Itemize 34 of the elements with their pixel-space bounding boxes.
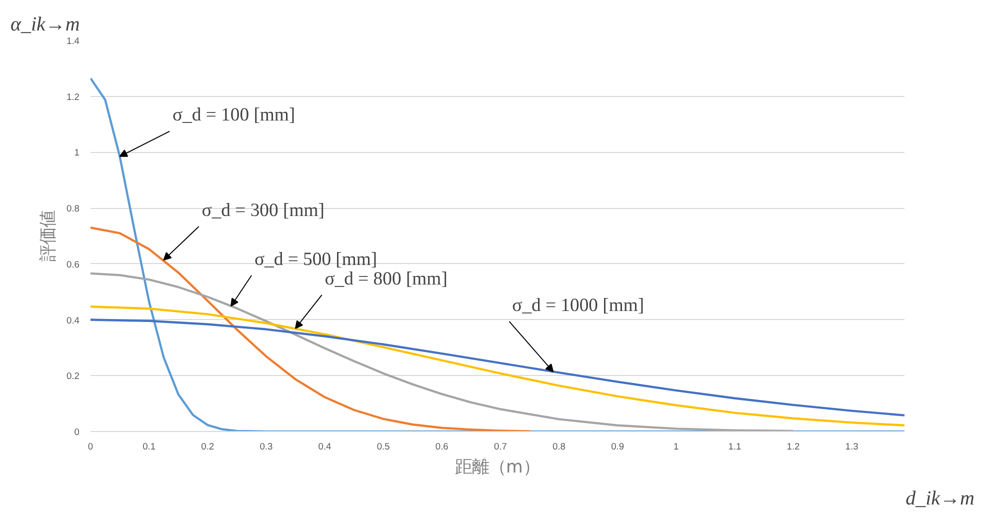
x-tick-label: 0.6 <box>435 442 448 452</box>
x-tick-label: 1.1 <box>728 442 742 452</box>
y-axis-title: 評価値 <box>38 210 59 262</box>
annotation: σ_d = 500 [mm] <box>254 248 378 270</box>
y-tick-label: 0.2 <box>66 371 80 382</box>
x-tick-label: 0.7 <box>494 442 507 452</box>
annotation: σ_d = 800 [mm] <box>324 268 448 290</box>
annotation: σ_d = 300 [mm] <box>202 200 324 221</box>
text: α_ik→m <box>10 14 80 36</box>
y-tick-label: 0.4 <box>66 315 80 326</box>
annotation: σ_d = 1000 [mm] <box>512 294 644 316</box>
x-axis-title: 距離（m） <box>455 458 540 478</box>
y-tick-label: 1.2 <box>66 92 80 102</box>
x-tick-label: 0.5 <box>376 442 390 452</box>
y-tick-label: 0.6 <box>66 259 80 270</box>
x-tick-label: 0.1 <box>142 442 156 452</box>
line-series <box>90 318 904 416</box>
x-tick-label: 1 <box>674 442 679 452</box>
y-tick-label: 0.8 <box>66 204 80 214</box>
line-series <box>90 272 794 432</box>
y-tick-label: 0 <box>74 427 80 437</box>
y-tick-label: 1.4 <box>66 36 80 46</box>
x-tick-label: 0.4 <box>318 442 332 452</box>
x-tick-label: 1.3 <box>845 442 858 452</box>
x-tick-label: 0 <box>88 442 94 452</box>
x-tick-label: 1.2 <box>786 442 800 452</box>
x-tick-label: 0.3 <box>260 442 273 452</box>
text: d_ik→m <box>906 488 975 510</box>
line-series <box>90 77 904 432</box>
annotation: σ_d = 100 [mm] <box>172 104 296 126</box>
x-tick-label: 0.2 <box>201 442 214 452</box>
y-tick-label: 1 <box>74 148 80 158</box>
x-tick-label: 0.8 <box>552 442 566 452</box>
x-tick-label: 0.9 <box>611 442 624 452</box>
